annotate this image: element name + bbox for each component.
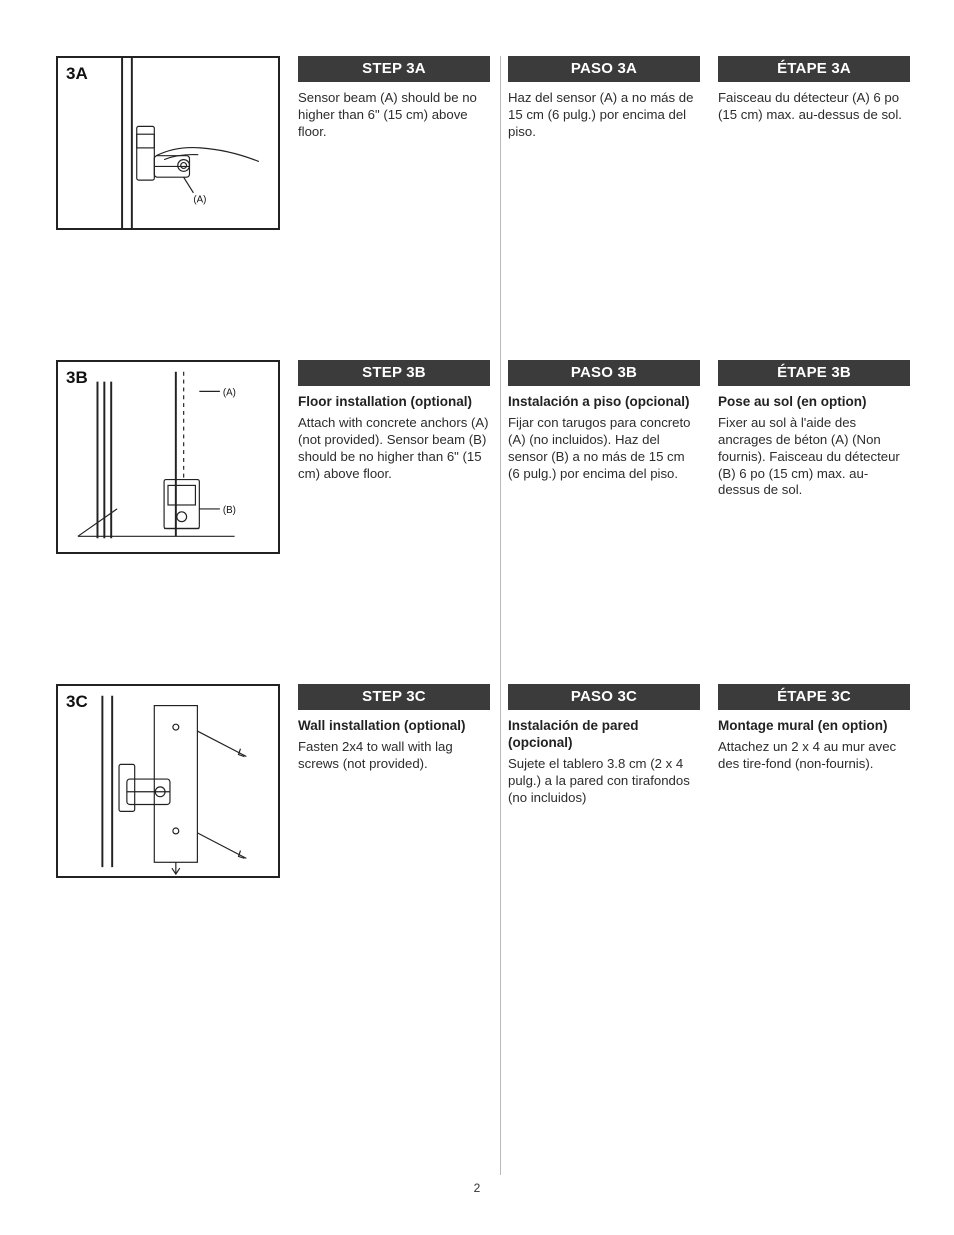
step-body: Attachez un 2 x 4 au mur avec des tire-f…	[718, 739, 910, 773]
figure-3b: 3B (A) (B)	[56, 360, 280, 554]
step-subheading: Wall installation (optional)	[298, 718, 490, 735]
col-es-3a: PASO 3A Haz del sensor (A) a no más de 1…	[508, 56, 700, 141]
center-rule	[500, 56, 501, 1175]
step-bar: PASO 3B	[508, 360, 700, 386]
step-body: Fasten 2x4 to wall with lag screws (not …	[298, 739, 490, 773]
step-bar: PASO 3C	[508, 684, 700, 710]
step-body: Faisceau du détecteur (A) 6 po (15 cm) m…	[718, 90, 910, 124]
step-bar: PASO 3A	[508, 56, 700, 82]
row-3a: 3A (A) STEP 3A Sensor beam (A) should be…	[56, 56, 909, 230]
col-fr-3c: ÉTAPE 3C Montage mural (en option) Attac…	[718, 684, 910, 773]
col-es-3c: PASO 3C Instalación de pared (opcional) …	[508, 684, 700, 806]
figure-3b-svg: (A) (B)	[58, 362, 278, 552]
callout-a: (A)	[223, 387, 236, 398]
step-body: Sensor beam (A) should be no higher than…	[298, 90, 490, 141]
step-subheading: Floor installation (optional)	[298, 394, 490, 411]
callout-b: (B)	[223, 505, 236, 516]
step-bar: ÉTAPE 3C	[718, 684, 910, 710]
step-subheading: Instalación a piso (opcional)	[508, 394, 700, 411]
figure-3c: 3C	[56, 684, 280, 878]
step-bar: ÉTAPE 3B	[718, 360, 910, 386]
step-bar: STEP 3B	[298, 360, 490, 386]
step-body: Sujete el tablero 3.8 cm (2 x 4 pulg.) a…	[508, 756, 700, 807]
col-fr-3a: ÉTAPE 3A Faisceau du détecteur (A) 6 po …	[718, 56, 910, 124]
figure-3c-svg	[58, 686, 278, 876]
col-fr-3b: ÉTAPE 3B Pose au sol (en option) Fixer a…	[718, 360, 910, 499]
row-3c: 3C STEP 3C Wall installation	[56, 684, 909, 878]
col-es-3b: PASO 3B Instalación a piso (opcional) Fi…	[508, 360, 700, 482]
step-body: Haz del sensor (A) a no más de 15 cm (6 …	[508, 90, 700, 141]
step-bar: ÉTAPE 3A	[718, 56, 910, 82]
figure-3a: 3A (A)	[56, 56, 280, 230]
col-en-3a: STEP 3A Sensor beam (A) should be no hig…	[298, 56, 490, 141]
figure-label: 3C	[66, 692, 88, 712]
step-subheading: Montage mural (en option)	[718, 718, 910, 735]
step-body: Fijar con tarugos para concreto (A) (no …	[508, 415, 700, 483]
col-en-3b: STEP 3B Floor installation (optional) At…	[298, 360, 490, 482]
figure-label: 3A	[66, 64, 88, 84]
step-subheading: Instalación de pared (opcional)	[508, 718, 700, 752]
col-en-3c: STEP 3C Wall installation (optional) Fas…	[298, 684, 490, 773]
step-bar: STEP 3A	[298, 56, 490, 82]
figure-3a-svg: (A)	[58, 58, 278, 228]
step-body: Fixer au sol à l'aide des ancrages de bé…	[718, 415, 910, 499]
step-subheading: Pose au sol (en option)	[718, 394, 910, 411]
callout-a: (A)	[193, 195, 206, 206]
page: 3A (A) STEP 3A Sensor beam (A) should be…	[0, 0, 954, 1235]
row-3b: 3B (A) (B) STEP 3B Floor instal	[56, 360, 909, 554]
page-number: 2	[0, 1181, 954, 1195]
figure-label: 3B	[66, 368, 88, 388]
step-bar: STEP 3C	[298, 684, 490, 710]
step-body: Attach with concrete anchors (A) (not pr…	[298, 415, 490, 483]
